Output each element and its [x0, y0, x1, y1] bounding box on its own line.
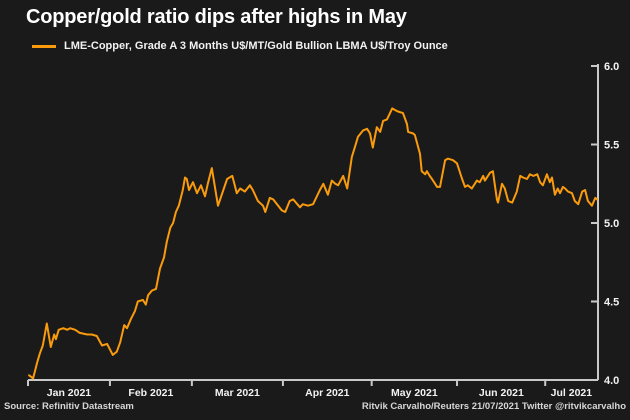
x-tick-label: Jul 2021	[551, 387, 593, 399]
x-tick-label: Feb 2021	[128, 387, 173, 399]
x-tick-label: Mar 2021	[215, 387, 260, 399]
legend: LME-Copper, Grade A 3 Months U$/MT/Gold …	[32, 40, 448, 52]
x-tick-label: Jun 2021	[479, 387, 524, 399]
x-tick-label: Jan 2021	[47, 387, 92, 399]
y-tick-label: 4.5	[604, 297, 619, 309]
legend-label: LME-Copper, Grade A 3 Months U$/MT/Gold …	[64, 40, 448, 52]
source-note: Source: Refinitiv Datastream	[4, 401, 134, 412]
credit-note: Ritvik Carvalho/Reuters 21/07/2021 Twitt…	[361, 401, 626, 412]
y-tick-label: 4.0	[604, 375, 619, 387]
y-tick-label: 5.0	[604, 218, 619, 230]
chart-title: Copper/gold ratio dips after highs in Ma…	[26, 6, 407, 28]
x-tick-label: May 2021	[391, 387, 438, 399]
copper-gold-ratio-line	[28, 107, 598, 380]
footer: Source: Refinitiv Datastream Ritvik Carv…	[0, 401, 630, 412]
y-tick-label: 6.0	[604, 61, 619, 73]
legend-line-swatch	[32, 44, 56, 48]
x-tick-label: Apr 2021	[305, 387, 350, 399]
y-tick-label: 5.5	[604, 140, 619, 152]
